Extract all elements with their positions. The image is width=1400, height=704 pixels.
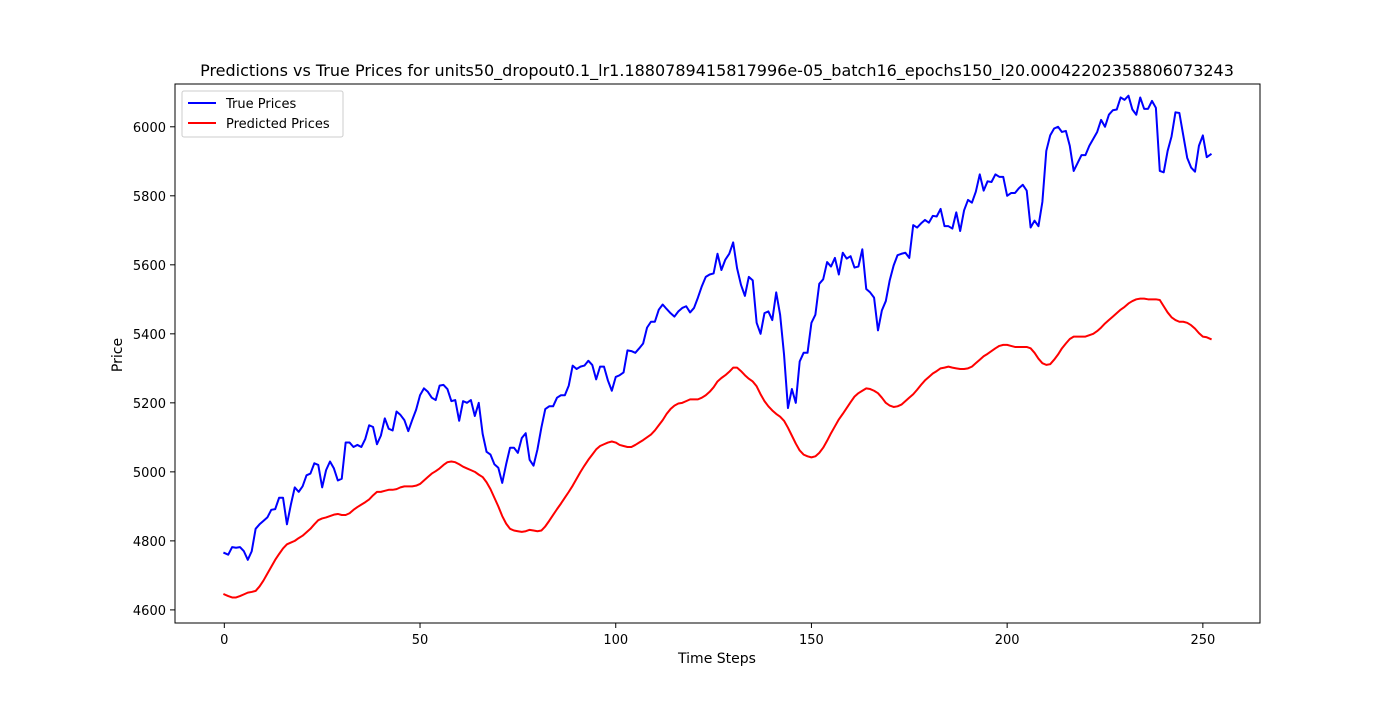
x-axis-ticks: 0 50 100 150 200 250 bbox=[220, 623, 1215, 648]
series-lines bbox=[223, 94, 1213, 599]
y-tick-label: 6000 bbox=[133, 121, 166, 136]
legend-box bbox=[181, 90, 344, 138]
legend-label-true-prices: True Prices bbox=[225, 97, 296, 112]
axes-frame bbox=[174, 83, 1261, 624]
y-tick-label: 5200 bbox=[133, 397, 166, 412]
x-tick-label: 0 bbox=[220, 633, 228, 648]
y-tick-label: 5600 bbox=[133, 259, 166, 274]
y-tick-label: 5000 bbox=[133, 466, 166, 481]
x-tick-label: 250 bbox=[1190, 633, 1215, 648]
x-tick-label: 50 bbox=[412, 633, 429, 648]
y-axis-label: Price bbox=[110, 338, 126, 372]
y-tick-label: 4600 bbox=[133, 604, 166, 619]
x-tick-label: 150 bbox=[799, 633, 824, 648]
y-tick-label: 5800 bbox=[133, 190, 166, 205]
series-line-true-prices bbox=[223, 94, 1213, 561]
plot-area: 0 50 100 150 200 250 4600 4800 5000 5200 5400 5600… bbox=[133, 83, 1261, 648]
y-tick-label: 5400 bbox=[133, 328, 166, 343]
x-axis-label: Time Steps bbox=[677, 651, 756, 667]
x-tick-label: 100 bbox=[603, 633, 628, 648]
legend: True Prices Predicted Prices bbox=[181, 90, 344, 138]
y-tick-label: 4800 bbox=[133, 535, 166, 550]
y-axis-ticks: 4600 4800 5000 5200 5400 5600 5800 6000 bbox=[133, 121, 175, 619]
legend-label-predicted-prices: Predicted Prices bbox=[226, 117, 330, 132]
series-line-predicted-prices bbox=[223, 297, 1212, 599]
chart-title: Predictions vs True Prices for units50_d… bbox=[200, 61, 1234, 81]
x-tick-label: 200 bbox=[995, 633, 1020, 648]
